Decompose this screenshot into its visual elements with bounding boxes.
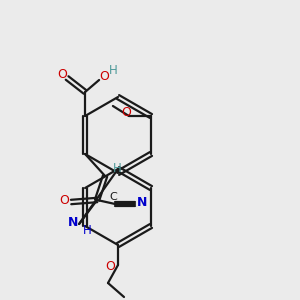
Text: O: O [105, 260, 115, 272]
Text: H: H [113, 163, 122, 176]
Text: O: O [59, 194, 69, 208]
Text: N: N [68, 217, 78, 230]
Text: O: O [99, 70, 109, 83]
Text: H: H [83, 224, 92, 236]
Text: O: O [121, 106, 131, 118]
Text: O: O [57, 68, 67, 80]
Text: N: N [137, 196, 147, 209]
Text: C: C [109, 192, 117, 202]
Text: H: H [109, 64, 118, 76]
